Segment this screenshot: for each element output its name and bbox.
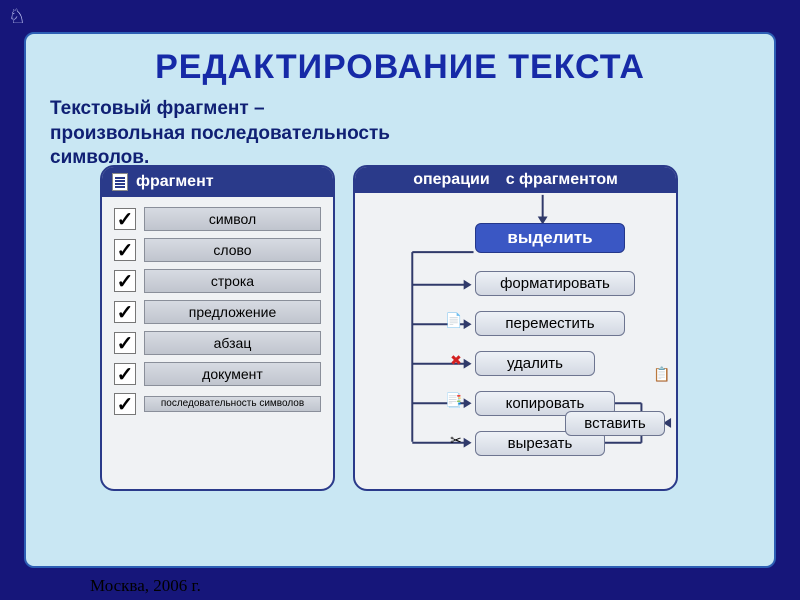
fragment-label: документ (144, 362, 321, 386)
slide: РЕДАКТИРОВАНИЕ ТЕКСТА Текстовый фрагмент… (24, 32, 776, 568)
delete-icon: ✖ (447, 351, 465, 369)
fragment-label: строка (144, 269, 321, 293)
op-move-button[interactable]: переместить (475, 311, 625, 336)
fragment-label: слово (144, 238, 321, 262)
page-title: РЕДАКТИРОВАНИЕ ТЕКСТА (50, 48, 750, 87)
checkmark-icon: ✓ (114, 239, 136, 261)
checkmark-icon: ✓ (114, 363, 136, 385)
fragment-panel: фрагмент ✓ символ ✓ слово ✓ строка ✓ предложени… (100, 165, 335, 491)
subtitle-line: Текстовый фрагмент – (50, 98, 265, 119)
fragment-label: символ (144, 207, 321, 231)
fragment-panel-title: фрагмент (136, 173, 214, 191)
checkmark-icon: ✓ (114, 301, 136, 323)
op-delete-button[interactable]: удалить (475, 351, 595, 376)
op-select-button[interactable]: выделить (475, 223, 625, 253)
move-icon: 📄 (445, 311, 463, 329)
operations-panel-header: операции с фрагментом (355, 167, 676, 193)
operations-title-line2: с фрагментом (506, 171, 618, 189)
operations-panel: операции с фрагментом выделить форматиров… (353, 165, 678, 491)
checkmark-icon: ✓ (114, 332, 136, 354)
operations-body: выделитьформатироватьпереместитьудалитьк… (355, 193, 676, 489)
copy-icon: 📑 (445, 391, 463, 409)
fragment-label: предложение (144, 300, 321, 324)
fragment-label: абзац (144, 331, 321, 355)
subtitle: Текстовый фрагмент – произвольная послед… (50, 97, 750, 171)
fragment-item: ✓ предложение (114, 300, 321, 324)
paste-icon: 📋 (653, 365, 671, 383)
checkmark-icon: ✓ (114, 208, 136, 230)
fragment-item: ✓ документ (114, 362, 321, 386)
corner-logo-icon: ♘ (8, 4, 26, 29)
checkmark-icon: ✓ (114, 270, 136, 292)
op-format-button[interactable]: форматировать (475, 271, 635, 296)
subtitle-line: произвольная последовательность (50, 123, 390, 144)
fragment-item: ✓ последовательность символов (114, 393, 321, 415)
checkmark-icon: ✓ (114, 393, 136, 415)
fragment-item: ✓ строка (114, 269, 321, 293)
cut-icon: ✂ (447, 431, 465, 449)
op-paste-button[interactable]: вставить (565, 411, 665, 436)
fragment-item: ✓ слово (114, 238, 321, 262)
fragment-item: ✓ символ (114, 207, 321, 231)
operations-title-line1: операции (413, 171, 490, 189)
footer-text: Москва, 2006 г. (90, 576, 201, 596)
fragment-panel-header: фрагмент (102, 167, 333, 197)
fragment-item: ✓ абзац (114, 331, 321, 355)
fragment-list: ✓ символ ✓ слово ✓ строка ✓ предложение ✓ абзац ✓ д… (102, 197, 333, 429)
diagram: фрагмент ✓ символ ✓ слово ✓ строка ✓ предложени… (50, 165, 750, 491)
document-icon (112, 173, 128, 191)
fragment-label: последовательность символов (144, 396, 321, 413)
